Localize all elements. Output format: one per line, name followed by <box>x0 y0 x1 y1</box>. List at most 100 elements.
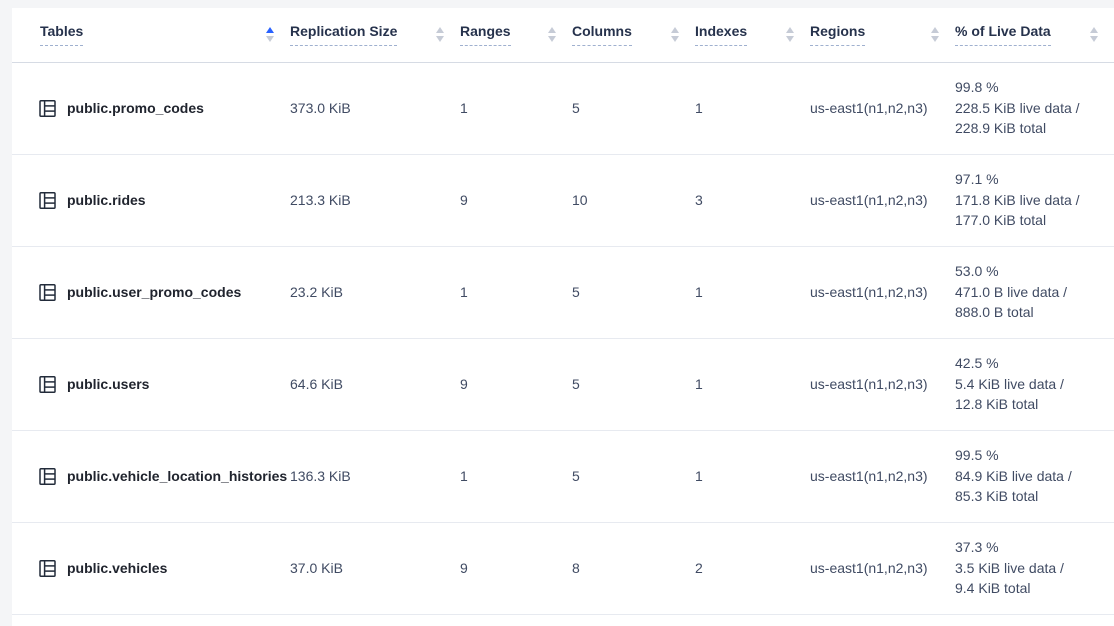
caret-up-icon[interactable] <box>548 27 556 34</box>
column-header-tables[interactable]: Tables <box>12 8 290 63</box>
columns-cell: 5 <box>572 62 695 155</box>
caret-down-icon[interactable] <box>266 36 274 43</box>
column-header-indexes[interactable]: Indexes <box>695 8 810 63</box>
caret-down-icon[interactable] <box>671 36 679 43</box>
table-row[interactable]: public.user_promo_codes 23.2 KiB 1 5 1 u… <box>12 246 1114 339</box>
sort-carets[interactable] <box>786 27 794 43</box>
ranges-cell: 1 <box>460 62 572 155</box>
live-data-total: 177.0 KiB total <box>955 212 1047 229</box>
live-data-amount: 3.5 KiB live data / <box>955 559 1064 576</box>
live-data-cell: 37.3 % 3.5 KiB live data / 9.4 KiB total <box>955 522 1114 615</box>
column-header-regions-label[interactable]: Regions <box>810 23 866 47</box>
table-row[interactable]: public.vehicles 37.0 KiB 9 8 2 us-east1(… <box>12 522 1114 615</box>
replication-size-cell: 64.6 KiB <box>290 338 460 431</box>
caret-down-icon[interactable] <box>786 36 794 43</box>
caret-down-icon[interactable] <box>1090 36 1098 43</box>
ranges-cell: 9 <box>460 154 572 247</box>
column-header-columns-label[interactable]: Columns <box>572 23 632 47</box>
column-header-tables-label[interactable]: Tables <box>40 23 84 47</box>
table-name-link[interactable]: public.user_promo_codes <box>67 284 242 300</box>
table-name-link[interactable]: public.users <box>67 376 150 392</box>
live-data-percent: 37.3 % <box>955 539 999 556</box>
live-data-percent: 99.8 % <box>955 79 999 96</box>
sort-carets[interactable] <box>436 27 444 43</box>
columns-cell: 5 <box>572 246 695 339</box>
table-name-link[interactable]: public.vehicles <box>67 560 168 576</box>
live-data-total: 228.9 KiB total <box>955 120 1047 137</box>
sort-carets[interactable] <box>548 27 556 43</box>
caret-up-icon[interactable] <box>931 27 939 34</box>
column-header-replication-size-label[interactable]: Replication Size <box>290 23 398 47</box>
ranges-cell: 1 <box>460 246 572 339</box>
live-data-amount: 228.5 KiB live data / <box>955 99 1080 116</box>
table-name-cell[interactable]: public.promo_codes <box>12 62 290 155</box>
table-name-link[interactable]: public.vehicle_location_histories <box>67 468 288 484</box>
caret-up-icon[interactable] <box>671 27 679 34</box>
regions-cell: us-east1(n1,n2,n3) <box>810 246 955 339</box>
replication-size-cell: 213.3 KiB <box>290 154 460 247</box>
caret-down-icon[interactable] <box>436 36 444 43</box>
column-header-ranges[interactable]: Ranges <box>460 8 572 63</box>
indexes-cell: 2 <box>695 522 810 615</box>
indexes-cell: 1 <box>695 62 810 155</box>
caret-up-icon[interactable] <box>786 27 794 34</box>
live-data-cell: 99.5 % 84.9 KiB live data / 85.3 KiB tot… <box>955 430 1114 523</box>
table-name-cell[interactable]: public.vehicle_location_histories <box>12 430 290 523</box>
table-grid-icon <box>39 191 56 209</box>
indexes-cell: 1 <box>695 430 810 523</box>
table-row[interactable]: public.vehicle_location_histories 136.3 … <box>12 430 1114 523</box>
table-row[interactable]: public.users 64.6 KiB 9 5 1 us-east1(n1,… <box>12 338 1114 431</box>
live-data-amount: 171.8 KiB live data / <box>955 191 1080 208</box>
column-header-ranges-label[interactable]: Ranges <box>460 23 511 47</box>
caret-down-icon[interactable] <box>931 36 939 43</box>
table-name-cell[interactable]: public.users <box>12 338 290 431</box>
table-header-row: Tables Replication Size <box>12 8 1114 63</box>
caret-up-icon[interactable] <box>1090 27 1098 34</box>
ranges-cell: 9 <box>460 522 572 615</box>
sort-carets[interactable] <box>671 27 679 43</box>
column-header-replication-size[interactable]: Replication Size <box>290 8 460 63</box>
database-tables-table: Tables Replication Size <box>12 8 1114 615</box>
table-row[interactable]: public.rides 213.3 KiB 9 10 3 us-east1(n… <box>12 154 1114 247</box>
caret-up-icon[interactable] <box>266 27 274 34</box>
live-data-cell: 99.8 % 228.5 KiB live data / 228.9 KiB t… <box>955 62 1114 155</box>
live-data-percent: 99.5 % <box>955 447 999 464</box>
live-data-percent: 42.5 % <box>955 355 999 372</box>
indexes-cell: 3 <box>695 154 810 247</box>
live-data-total: 888.0 B total <box>955 304 1034 321</box>
live-data-total: 9.4 KiB total <box>955 580 1031 597</box>
sort-carets[interactable] <box>266 27 274 43</box>
table-grid-icon <box>39 559 56 577</box>
replication-size-cell: 136.3 KiB <box>290 430 460 523</box>
table-grid-icon <box>39 375 56 393</box>
table-name-cell[interactable]: public.vehicles <box>12 522 290 615</box>
live-data-amount: 5.4 KiB live data / <box>955 375 1064 392</box>
column-header-regions[interactable]: Regions <box>810 8 955 63</box>
sort-carets[interactable] <box>931 27 939 43</box>
live-data-percent: 53.0 % <box>955 263 999 280</box>
live-data-total: 12.8 KiB total <box>955 396 1039 413</box>
columns-cell: 5 <box>572 430 695 523</box>
table-grid-icon <box>39 99 56 117</box>
indexes-cell: 1 <box>695 246 810 339</box>
caret-down-icon[interactable] <box>548 36 556 43</box>
table-grid-icon <box>39 467 56 485</box>
caret-up-icon[interactable] <box>436 27 444 34</box>
column-header-columns[interactable]: Columns <box>572 8 695 63</box>
table-name-cell[interactable]: public.user_promo_codes <box>12 246 290 339</box>
columns-cell: 5 <box>572 338 695 431</box>
live-data-cell: 42.5 % 5.4 KiB live data / 12.8 KiB tota… <box>955 338 1114 431</box>
replication-size-cell: 373.0 KiB <box>290 62 460 155</box>
column-header-live-data-label[interactable]: % of Live Data <box>955 23 1051 47</box>
ranges-cell: 1 <box>460 430 572 523</box>
column-header-indexes-label[interactable]: Indexes <box>695 23 748 47</box>
column-header-live-data[interactable]: % of Live Data <box>955 8 1114 63</box>
table-name-link[interactable]: public.promo_codes <box>67 100 204 116</box>
table-name-cell[interactable]: public.rides <box>12 154 290 247</box>
indexes-cell: 1 <box>695 338 810 431</box>
table-row[interactable]: public.promo_codes 373.0 KiB 1 5 1 us-ea… <box>12 62 1114 155</box>
sort-carets[interactable] <box>1090 27 1098 43</box>
replication-size-cell: 37.0 KiB <box>290 522 460 615</box>
table-name-link[interactable]: public.rides <box>67 192 146 208</box>
regions-cell: us-east1(n1,n2,n3) <box>810 154 955 247</box>
